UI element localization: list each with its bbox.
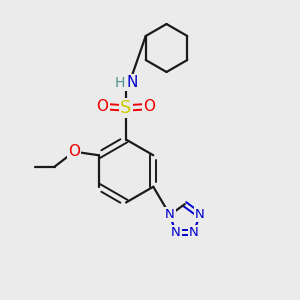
Text: N: N <box>189 226 199 239</box>
Text: N: N <box>127 75 138 90</box>
Text: S: S <box>120 99 132 117</box>
Text: N: N <box>195 208 205 221</box>
Text: H: H <box>114 76 124 89</box>
Text: N: N <box>171 226 181 239</box>
Text: O: O <box>97 99 109 114</box>
Text: N: N <box>165 208 175 221</box>
Text: O: O <box>68 144 80 159</box>
Text: O: O <box>143 99 155 114</box>
